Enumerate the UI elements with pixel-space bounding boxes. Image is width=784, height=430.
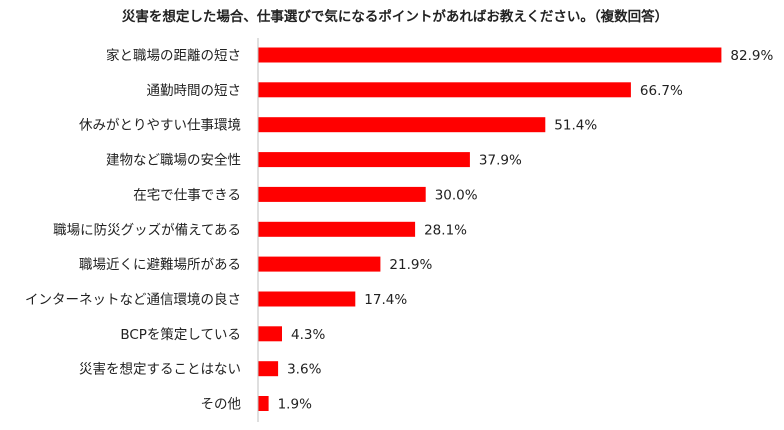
- bar: [258, 396, 269, 411]
- category-tick-label: その他: [201, 397, 242, 413]
- bars-layer: [258, 47, 722, 411]
- bar: [258, 291, 356, 307]
- bar: [258, 117, 546, 133]
- data-label: 3.6%: [287, 362, 321, 378]
- chart-title: 災害を想定した場合、仕事選びで気になるポイントがあればお教えください。（複数回答…: [121, 8, 668, 25]
- data-label: 4.3%: [291, 327, 325, 343]
- category-tick-label: 職場に防災グッズが備えてある: [53, 222, 241, 238]
- data-label: 37.9%: [479, 153, 522, 169]
- category-tick-label: 災害を想定することはない: [79, 362, 241, 378]
- category-tick-label: インターネットなど通信環境の良さ: [25, 292, 241, 308]
- category-tick-label: BCPを策定している: [120, 326, 241, 343]
- data-label: 28.1%: [424, 222, 467, 238]
- data-label: 17.4%: [364, 292, 407, 308]
- data-label: 1.9%: [278, 397, 312, 413]
- bar: [258, 186, 426, 202]
- category-tick-label: 職場近くに避難場所がある: [79, 257, 241, 273]
- category-tick-label: 家と職場の距離の短さ: [106, 47, 241, 64]
- data-label: 30.0%: [435, 187, 478, 203]
- labels-layer: 家と職場の距離の短さ 82.9% 通勤時間の短さ 66.7% 休みがとりやすい仕事環境 5…: [25, 47, 773, 413]
- bar: [258, 47, 722, 63]
- category-tick-label: 建物など職場の安全性: [106, 152, 241, 169]
- data-label: 82.9%: [730, 48, 773, 64]
- bar: [258, 82, 631, 98]
- bar: [258, 256, 381, 272]
- category-tick-label: 在宅で仕事できる: [133, 187, 241, 203]
- category-tick-label: 通勤時間の短さ: [147, 83, 242, 99]
- bar: [258, 221, 416, 237]
- category-tick-label: 休みがとりやすい仕事環境: [79, 118, 241, 134]
- bar: [258, 152, 470, 168]
- data-label: 66.7%: [640, 83, 683, 99]
- data-label: 21.9%: [389, 257, 432, 273]
- bar: [258, 326, 282, 342]
- data-label: 51.4%: [554, 118, 597, 134]
- bar: [258, 361, 279, 377]
